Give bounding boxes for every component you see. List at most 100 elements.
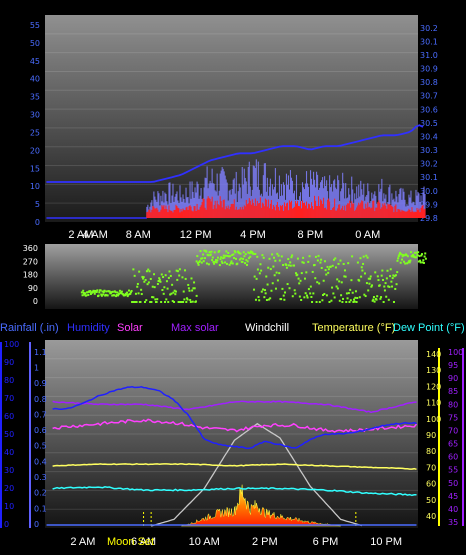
direction-point xyxy=(291,295,294,298)
direction-point xyxy=(143,280,146,283)
direction-point xyxy=(229,255,232,258)
direction-point xyxy=(363,293,366,296)
direction-point xyxy=(314,255,317,258)
direction-point xyxy=(419,261,422,264)
humidity-tick: 70 xyxy=(4,394,14,403)
bottom-x-label: 10 PM xyxy=(370,536,402,548)
barometer-tick: 30.9 xyxy=(420,65,438,74)
legend-temperature: Temperature (°F) xyxy=(312,322,395,334)
direction-point xyxy=(349,299,352,302)
direction-point xyxy=(296,273,299,276)
direction-point xyxy=(374,271,377,274)
direction-point xyxy=(256,255,259,258)
top-x-label: 4 AM xyxy=(83,229,108,241)
legend-humidity: Humidity xyxy=(67,322,110,334)
legend-rainfall: Rainfall (.in) xyxy=(0,322,59,334)
barometer-tick: 30.8 xyxy=(420,78,438,87)
direction-point xyxy=(196,262,199,265)
barometer-axis-label: Barometer (.in) xyxy=(371,1,444,13)
direction-point xyxy=(393,275,396,278)
direction-point xyxy=(372,298,375,301)
compass-n-top: N xyxy=(436,239,444,251)
direction-point xyxy=(358,279,361,282)
direction-point xyxy=(370,285,373,288)
direction-point xyxy=(203,249,206,252)
direction-point xyxy=(382,301,385,303)
direction-point xyxy=(336,278,339,281)
direction-point xyxy=(258,299,261,302)
direction-point xyxy=(304,277,307,280)
direction-point xyxy=(286,283,289,286)
direction-point xyxy=(330,299,333,302)
direction-point xyxy=(331,286,334,289)
direction-point xyxy=(320,258,323,261)
direction-point xyxy=(264,292,267,295)
dew-tick: 75 xyxy=(448,413,458,422)
rain-tick: 0 xyxy=(34,520,39,529)
direction-point xyxy=(327,268,330,271)
direction-point xyxy=(287,264,290,267)
direction-point xyxy=(134,292,137,295)
graph-title: 24 hour graph day : September 05 2025 xyxy=(172,1,367,13)
bottom-axis-ticks: 0 10 20 30 40 50 60 70 80 90 100 0 0.1 0.2 0.3 0.4 0.5 0.… xyxy=(4,340,463,548)
direction-point xyxy=(314,277,317,280)
direction-point xyxy=(299,279,302,282)
direction-point xyxy=(111,290,114,293)
direction-point xyxy=(305,271,308,274)
humidity-tick: 100 xyxy=(4,340,19,349)
direction-point xyxy=(177,301,180,303)
direction-point xyxy=(346,297,349,300)
direction-point xyxy=(242,251,245,254)
direction-point xyxy=(198,260,201,263)
direction-point xyxy=(116,291,119,294)
humidity-tick: 20 xyxy=(4,484,14,493)
dew-tick: 95 xyxy=(448,361,458,370)
direction-point xyxy=(274,259,277,262)
direction-point xyxy=(205,250,208,253)
rain-tick: 0.6 xyxy=(34,426,47,435)
legend-dew-point: Dew Point (°F) xyxy=(393,322,465,334)
top-x-label: 8 AM xyxy=(126,229,151,241)
direction-point xyxy=(358,296,361,299)
windspeed-tick: 55 xyxy=(30,21,40,30)
direction-point xyxy=(411,253,414,256)
direction-point xyxy=(173,289,176,292)
direction-point xyxy=(114,291,117,294)
direction-point xyxy=(375,298,378,301)
direction-point xyxy=(323,292,326,295)
windspeed-tick: 20 xyxy=(30,146,40,155)
direction-point xyxy=(215,261,218,264)
temperature-plot xyxy=(45,340,418,528)
direction-point xyxy=(126,295,129,298)
direction-point xyxy=(156,298,159,301)
direction-point xyxy=(298,282,301,285)
direction-point xyxy=(89,289,92,292)
direction-point xyxy=(291,254,294,257)
direction-point xyxy=(323,260,326,263)
direction-point xyxy=(172,291,175,294)
direction-point xyxy=(173,301,176,303)
direction-point xyxy=(205,262,208,265)
direction-point xyxy=(421,261,424,264)
direction-point xyxy=(236,262,239,265)
direction-point xyxy=(192,287,195,290)
direction-point xyxy=(247,251,250,254)
direction-point xyxy=(320,266,323,269)
direction-point xyxy=(362,262,365,265)
direction-point xyxy=(332,258,335,261)
direction-point xyxy=(178,274,181,277)
direction-point xyxy=(354,296,357,299)
rain-tick: 1 xyxy=(34,363,39,372)
moon-set-label: Moon Set xyxy=(107,536,154,548)
direction-point xyxy=(127,289,130,292)
direction-point xyxy=(381,278,384,281)
humidity-scale-bar xyxy=(0,342,2,528)
dew-tick: 55 xyxy=(448,466,458,475)
direction-point xyxy=(164,301,167,303)
direction-point xyxy=(98,291,101,294)
direction-point xyxy=(228,263,231,266)
direction-point xyxy=(231,254,234,257)
direction-point xyxy=(263,296,266,299)
direction-point xyxy=(406,255,409,258)
direction-point xyxy=(311,270,314,273)
